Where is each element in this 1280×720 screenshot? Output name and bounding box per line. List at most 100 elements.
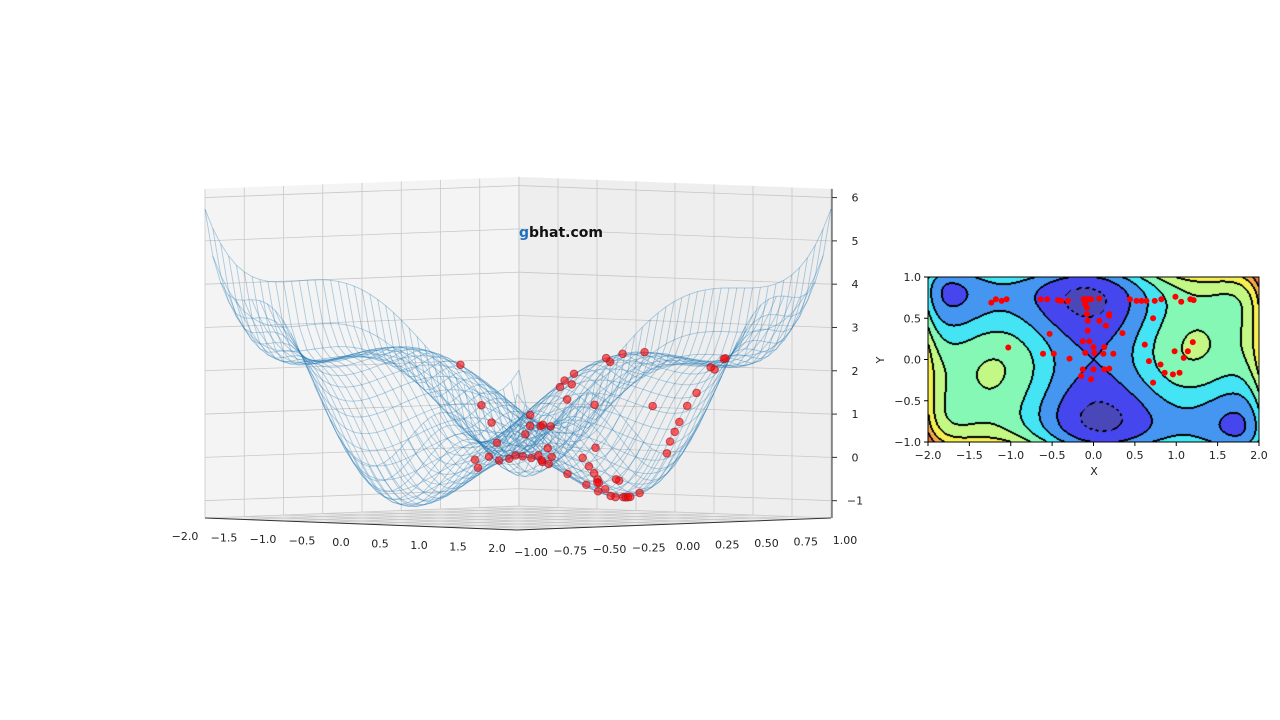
scatter-3d bbox=[456, 347, 730, 502]
z-tick-label: 1 bbox=[852, 408, 859, 421]
scatter-point-3d bbox=[662, 448, 672, 458]
scatter-point-2d bbox=[1091, 349, 1098, 356]
gridline-x bbox=[204, 505, 520, 519]
y-tick-label: 0.00 bbox=[676, 540, 701, 553]
wire-col bbox=[204, 208, 520, 395]
wire-row bbox=[510, 228, 824, 470]
x-tick-label: 1.0 bbox=[410, 539, 428, 552]
scatter-point-3d bbox=[544, 459, 553, 469]
x-tick-label: 0.0 bbox=[1085, 449, 1103, 462]
scatter-point-3d bbox=[706, 362, 715, 372]
wire-row bbox=[212, 228, 526, 482]
scatter-point-3d bbox=[569, 369, 579, 379]
scatter-point-2d bbox=[1171, 348, 1178, 355]
y-tick-label: 0.0 bbox=[904, 354, 922, 367]
scatter-point-3d bbox=[511, 451, 520, 460]
wire-col bbox=[259, 300, 574, 432]
x-tick-label: 0.0 bbox=[332, 536, 350, 549]
wire-col bbox=[305, 366, 621, 452]
scatter-point-2d bbox=[1172, 293, 1179, 300]
scatter-point-2d bbox=[1005, 344, 1012, 351]
gridline-x bbox=[360, 511, 676, 525]
scatter-point-2d bbox=[1106, 312, 1113, 319]
wire-row bbox=[440, 287, 753, 488]
scatter-point-3d bbox=[675, 417, 684, 427]
wire-col bbox=[290, 333, 606, 435]
scatter-point-3d bbox=[487, 418, 496, 427]
x-tick-label: 1.5 bbox=[1209, 449, 1227, 462]
scatter-point-2d bbox=[988, 299, 995, 306]
wire-row bbox=[518, 209, 832, 455]
wire-col bbox=[235, 299, 551, 454]
x-tick-label: 2.0 bbox=[1250, 449, 1268, 462]
scatter-point-3d bbox=[682, 401, 692, 411]
z-tick-label: −1 bbox=[847, 495, 863, 508]
wire-row bbox=[337, 281, 651, 463]
wire-col bbox=[399, 393, 715, 485]
wire-col bbox=[493, 293, 809, 478]
scatter-point-3d bbox=[692, 388, 701, 398]
scatter-point-3d bbox=[593, 486, 603, 496]
y-tick-label: −1.0 bbox=[894, 436, 921, 449]
wire-col bbox=[454, 298, 770, 444]
x-axis-line bbox=[204, 517, 518, 531]
scatter-point-2d bbox=[1064, 297, 1071, 304]
scatter-point-2d bbox=[1086, 338, 1093, 345]
x-tick-label: 0.5 bbox=[371, 538, 389, 551]
wire-col bbox=[298, 348, 613, 443]
x-tick-label: −1.0 bbox=[250, 533, 277, 546]
x-tick-label: 1.0 bbox=[1168, 449, 1186, 462]
z-tick-label: 4 bbox=[852, 278, 859, 291]
wire-row bbox=[416, 287, 730, 475]
scatter-point-3d bbox=[592, 478, 602, 487]
scatter-point-3d bbox=[721, 353, 730, 363]
x-tick-label: −2.0 bbox=[915, 449, 942, 462]
wire-row bbox=[330, 280, 644, 466]
scatter-point-2d bbox=[1106, 365, 1113, 372]
wire-col bbox=[415, 358, 731, 466]
wire-col bbox=[321, 402, 637, 473]
scatter-point-2d bbox=[1046, 330, 1053, 337]
scatter-point-2d bbox=[1083, 311, 1090, 318]
y-tick-label: 0.50 bbox=[754, 537, 779, 550]
scatter-point-2d bbox=[1145, 358, 1152, 365]
scatter-point-3d bbox=[578, 453, 587, 463]
scatter-point-2d bbox=[1066, 355, 1073, 362]
contour-axes-frame bbox=[927, 276, 1260, 443]
y-tick-label: 1.00 bbox=[833, 534, 858, 547]
x-tick-label: −0.5 bbox=[1039, 449, 1066, 462]
wire-row bbox=[495, 257, 808, 490]
wire-row bbox=[243, 271, 557, 507]
z-tick-label: 3 bbox=[852, 321, 859, 334]
wire-col bbox=[313, 384, 629, 463]
scatter-point-3d bbox=[648, 401, 657, 411]
scatter-point-3d bbox=[560, 376, 569, 385]
scatter-point-2d bbox=[1180, 354, 1187, 361]
scatter-point-2d bbox=[1150, 315, 1157, 322]
scatter-point-2d bbox=[1151, 297, 1158, 304]
wire-col bbox=[391, 409, 707, 494]
y-tick-label: −0.50 bbox=[593, 543, 627, 556]
scatter-point-3d bbox=[547, 452, 556, 462]
x-tick-label: −1.5 bbox=[211, 532, 238, 545]
scatter-point-3d bbox=[618, 349, 627, 359]
wire-row bbox=[259, 279, 573, 506]
axes-panes bbox=[204, 176, 833, 531]
scatter-point-3d bbox=[470, 455, 480, 464]
wire-row bbox=[408, 288, 722, 471]
scatter-point-2d bbox=[1143, 297, 1150, 304]
wire-col bbox=[516, 208, 832, 417]
scatter-point-3d bbox=[591, 443, 600, 453]
wire-col bbox=[501, 281, 816, 473]
wire-row bbox=[479, 274, 793, 498]
y-tick-label: −0.75 bbox=[553, 545, 587, 558]
wire-col bbox=[329, 419, 645, 483]
scatter-point-3d bbox=[525, 410, 535, 420]
wire-col bbox=[508, 255, 824, 455]
scatter-point-2d bbox=[1088, 376, 1095, 383]
scatter-point-2d bbox=[1141, 341, 1148, 348]
scatter-point-2d bbox=[1150, 379, 1157, 386]
scatter-point-2d bbox=[992, 296, 999, 303]
scatter-point-3d bbox=[584, 462, 594, 471]
